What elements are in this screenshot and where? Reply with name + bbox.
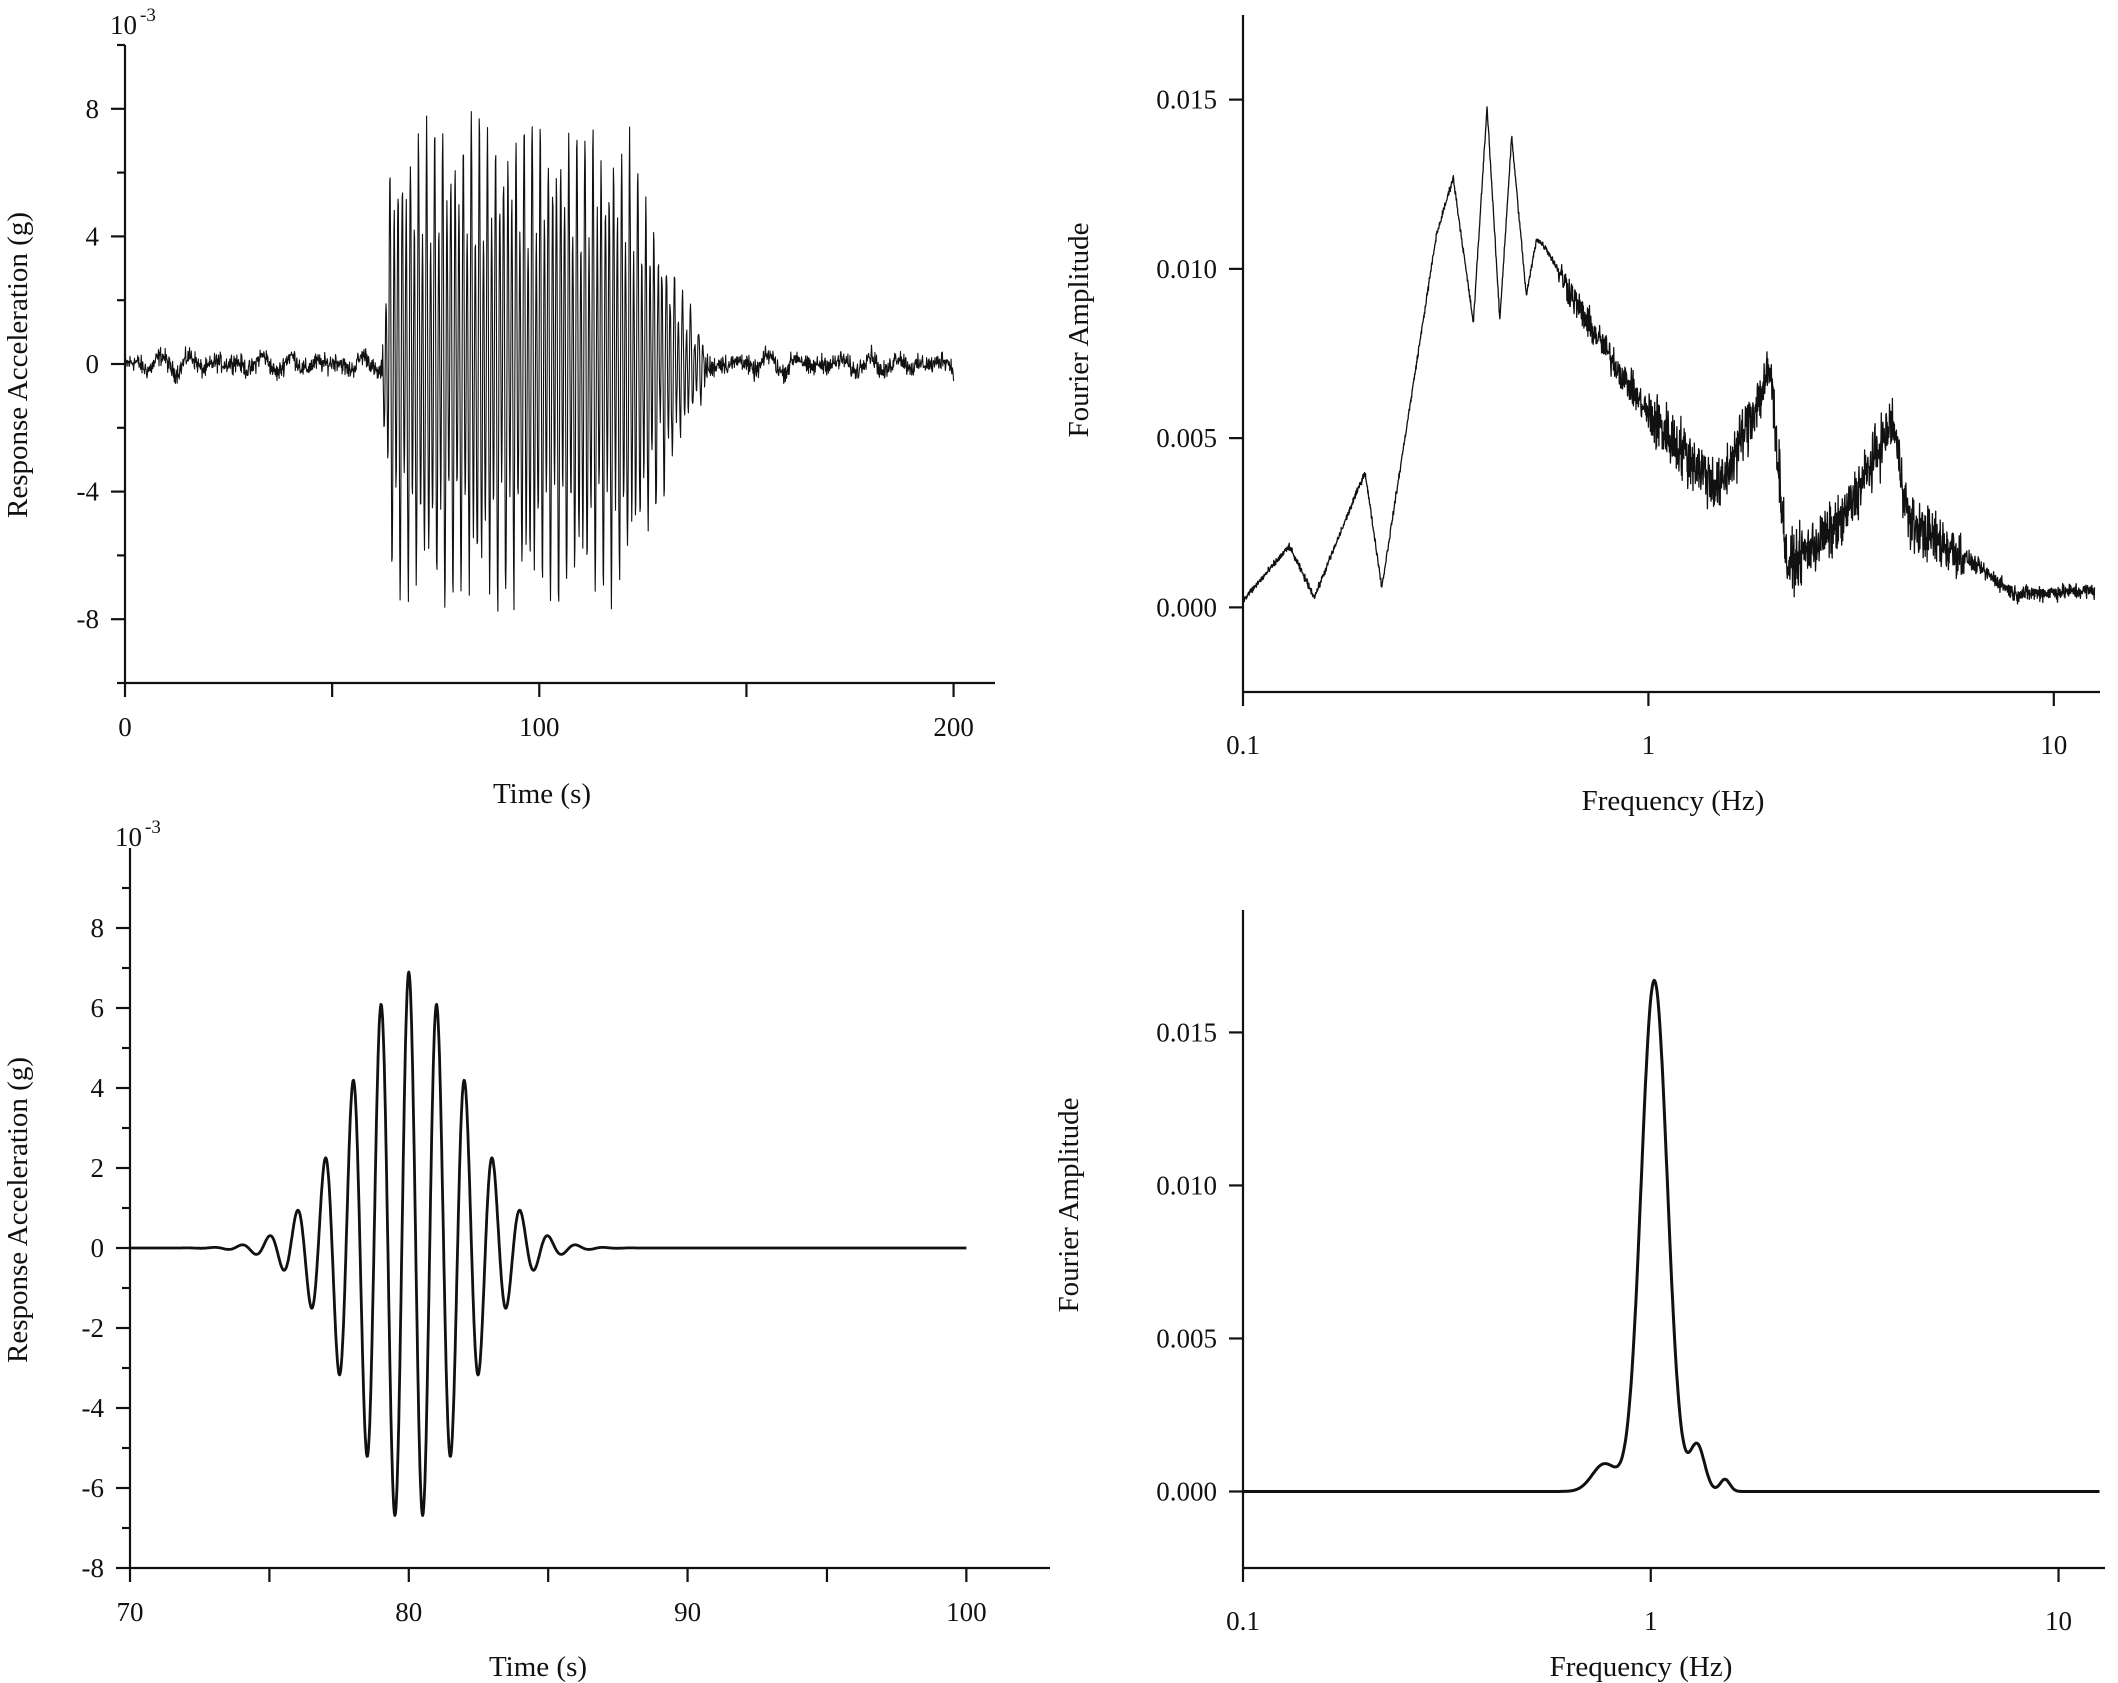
- y-multiplier-base: 10: [110, 10, 137, 40]
- y-tick-label: -4: [77, 477, 100, 507]
- series-line-response-acceleration: [124, 111, 955, 612]
- y-tick-label: 0: [91, 1233, 105, 1263]
- y-tick-label: 8: [86, 94, 100, 124]
- y-multiplier-exponent: -3: [145, 817, 161, 838]
- x-tick-label: 100: [519, 712, 560, 742]
- y-tick-label: -6: [82, 1473, 105, 1503]
- y-tick-label: 0.005: [1156, 1323, 1217, 1353]
- panel-top-right-fourier-spectrum: 0.015 0.010 0.005 0.000 0.1 1 10 Frequency (H…: [1063, 15, 2100, 817]
- x-tick-label: 100: [946, 1597, 987, 1627]
- y-tick-label: 0.000: [1156, 1476, 1217, 1506]
- y-tick-label: 4: [91, 1073, 105, 1103]
- x-ticks: 0.1 1 10: [1226, 692, 2067, 760]
- x-tick-label: 0: [118, 712, 132, 742]
- y-axis-title: Response Acceleration (g): [2, 1057, 34, 1363]
- y-axis-title: Response Acceleration (g): [2, 212, 34, 518]
- x-ticks: 0 100 200: [118, 683, 974, 742]
- x-tick-label: 1: [1644, 1606, 1658, 1636]
- x-tick-label: 70: [117, 1597, 144, 1627]
- y-tick-label: -8: [82, 1553, 105, 1583]
- y-tick-label: 0.015: [1156, 85, 1217, 115]
- series-line-fourier-amplitude: [1242, 106, 2096, 605]
- y-tick-label: 8: [91, 913, 105, 943]
- x-axis-title: Frequency (Hz): [1582, 785, 1765, 817]
- x-tick-label: 0.1: [1226, 730, 1260, 760]
- y-tick-label: 6: [91, 993, 105, 1023]
- y-tick-label: 0.005: [1156, 423, 1217, 453]
- y-axis-title: Fourier Amplitude: [1063, 222, 1095, 437]
- y-tick-label: -2: [82, 1313, 105, 1343]
- series-line-response-acceleration: [129, 970, 968, 1517]
- y-axis-title: Fourier Amplitude: [1053, 1097, 1085, 1312]
- x-axis-title: Frequency (Hz): [1550, 1651, 1733, 1683]
- y-tick-label: 0: [86, 349, 100, 379]
- x-tick-label: 90: [674, 1597, 701, 1627]
- x-tick-label: 200: [933, 712, 974, 742]
- panel-bottom-right-fourier-spectrum: 0.015 0.010 0.005 0.000 0.1 1 10 Frequency (H…: [1053, 910, 2105, 1683]
- y-tick-label: 0.015: [1156, 1017, 1217, 1047]
- panel-top-left-time-history: 8 4 0 -4 -8 0 100 200 10 -3 Time (s) Response …: [2, 5, 995, 810]
- y-tick-label: 0.010: [1156, 1170, 1217, 1200]
- y-ticks: 8 4 0 -4 -8: [77, 43, 125, 685]
- x-axis-title: Time (s): [489, 1651, 587, 1683]
- x-tick-label: 1: [1642, 730, 1656, 760]
- x-ticks: 0.1 1 10: [1226, 1568, 2072, 1636]
- x-ticks: 70 80 90 100: [117, 1568, 987, 1627]
- y-tick-label: 2: [91, 1153, 105, 1183]
- x-tick-label: 10: [2045, 1606, 2072, 1636]
- y-ticks: 8 6 4 2 0 -2 -4 -6 -8: [82, 886, 130, 1583]
- y-tick-label: -8: [77, 604, 100, 634]
- y-tick-label: 0.010: [1156, 254, 1217, 284]
- y-tick-label: 0.000: [1156, 592, 1217, 622]
- x-tick-label: 80: [395, 1597, 422, 1627]
- y-tick-label: -4: [82, 1393, 105, 1423]
- series-line-fourier-amplitude: [1242, 978, 2101, 1493]
- x-axis-title: Time (s): [493, 778, 591, 810]
- y-ticks: 0.015 0.010 0.005 0.000: [1156, 1017, 1243, 1506]
- y-multiplier-base: 10: [115, 822, 142, 852]
- panel-bottom-left-time-history-zoom: 8 6 4 2 0 -2 -4 -6 -8 70 80 90 100 10 -3 Time (s) R…: [2, 817, 1050, 1683]
- y-multiplier-exponent: -3: [140, 5, 156, 26]
- x-tick-label: 0.1: [1226, 1606, 1260, 1636]
- x-tick-label: 10: [2040, 730, 2067, 760]
- y-tick-label: 4: [86, 221, 100, 251]
- y-ticks: 0.015 0.010 0.005 0.000: [1156, 85, 1243, 622]
